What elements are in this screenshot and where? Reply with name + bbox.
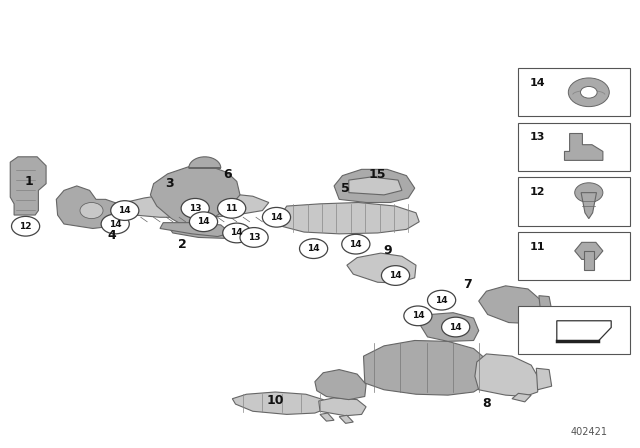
Text: 402421: 402421 xyxy=(570,427,607,437)
Text: 3: 3 xyxy=(165,177,174,190)
Circle shape xyxy=(442,317,470,337)
Circle shape xyxy=(580,86,597,98)
Circle shape xyxy=(428,290,456,310)
Text: 14: 14 xyxy=(307,244,320,253)
Polygon shape xyxy=(320,413,334,421)
Circle shape xyxy=(218,198,246,218)
Polygon shape xyxy=(364,340,488,395)
Polygon shape xyxy=(557,321,611,341)
Text: 4: 4 xyxy=(108,228,116,242)
FancyBboxPatch shape xyxy=(518,123,630,171)
Polygon shape xyxy=(419,313,479,341)
Polygon shape xyxy=(512,393,531,402)
Circle shape xyxy=(240,228,268,247)
Circle shape xyxy=(80,202,103,219)
Circle shape xyxy=(300,239,328,258)
Polygon shape xyxy=(280,202,419,234)
Polygon shape xyxy=(122,192,269,217)
Text: 14: 14 xyxy=(197,217,210,226)
Circle shape xyxy=(223,223,251,243)
Polygon shape xyxy=(581,193,596,219)
FancyBboxPatch shape xyxy=(518,177,630,226)
Text: 12: 12 xyxy=(19,222,32,231)
Polygon shape xyxy=(347,253,416,283)
Polygon shape xyxy=(315,370,366,400)
Text: 14: 14 xyxy=(109,220,122,228)
Polygon shape xyxy=(160,223,230,237)
Text: 8: 8 xyxy=(482,396,491,410)
Circle shape xyxy=(381,266,410,285)
Polygon shape xyxy=(189,157,221,168)
Text: 14: 14 xyxy=(412,311,424,320)
Circle shape xyxy=(575,183,603,202)
Polygon shape xyxy=(349,177,402,195)
Polygon shape xyxy=(334,169,415,202)
Polygon shape xyxy=(479,286,541,323)
Text: 14: 14 xyxy=(349,240,362,249)
Polygon shape xyxy=(170,225,230,238)
Circle shape xyxy=(404,306,432,326)
Text: 14: 14 xyxy=(530,78,545,88)
Text: 15: 15 xyxy=(369,168,387,181)
Text: 13: 13 xyxy=(530,133,545,142)
Text: 14: 14 xyxy=(449,323,462,332)
Text: 14: 14 xyxy=(435,296,448,305)
Text: 13: 13 xyxy=(248,233,260,242)
Circle shape xyxy=(568,78,609,107)
Text: 14: 14 xyxy=(270,213,283,222)
Polygon shape xyxy=(319,398,366,416)
Circle shape xyxy=(262,207,291,227)
Text: 7: 7 xyxy=(463,278,472,291)
Text: 9: 9 xyxy=(383,244,392,258)
Polygon shape xyxy=(564,134,603,160)
Text: 14: 14 xyxy=(389,271,402,280)
Text: 10: 10 xyxy=(266,394,284,408)
Text: 2: 2 xyxy=(178,237,187,251)
Text: 14: 14 xyxy=(118,206,131,215)
Text: 14: 14 xyxy=(230,228,243,237)
Polygon shape xyxy=(150,167,240,228)
Polygon shape xyxy=(536,368,552,390)
FancyBboxPatch shape xyxy=(518,306,630,354)
Polygon shape xyxy=(232,392,326,414)
Text: 13: 13 xyxy=(189,204,202,213)
Text: 12: 12 xyxy=(530,187,545,197)
Circle shape xyxy=(189,212,218,232)
Circle shape xyxy=(342,234,370,254)
FancyBboxPatch shape xyxy=(518,68,630,116)
Circle shape xyxy=(12,216,40,236)
Circle shape xyxy=(111,201,139,220)
Polygon shape xyxy=(56,186,122,228)
FancyBboxPatch shape xyxy=(518,232,630,280)
Polygon shape xyxy=(475,354,539,396)
Text: 11: 11 xyxy=(225,204,238,213)
Polygon shape xyxy=(584,251,594,270)
Text: 6: 6 xyxy=(223,168,232,181)
Polygon shape xyxy=(539,296,552,314)
Polygon shape xyxy=(339,415,353,423)
Circle shape xyxy=(181,198,209,218)
Polygon shape xyxy=(10,157,46,215)
Text: 11: 11 xyxy=(530,242,545,252)
Circle shape xyxy=(101,214,129,234)
Text: 5: 5 xyxy=(341,181,350,195)
Polygon shape xyxy=(575,242,603,259)
Text: 1: 1 xyxy=(24,175,33,188)
